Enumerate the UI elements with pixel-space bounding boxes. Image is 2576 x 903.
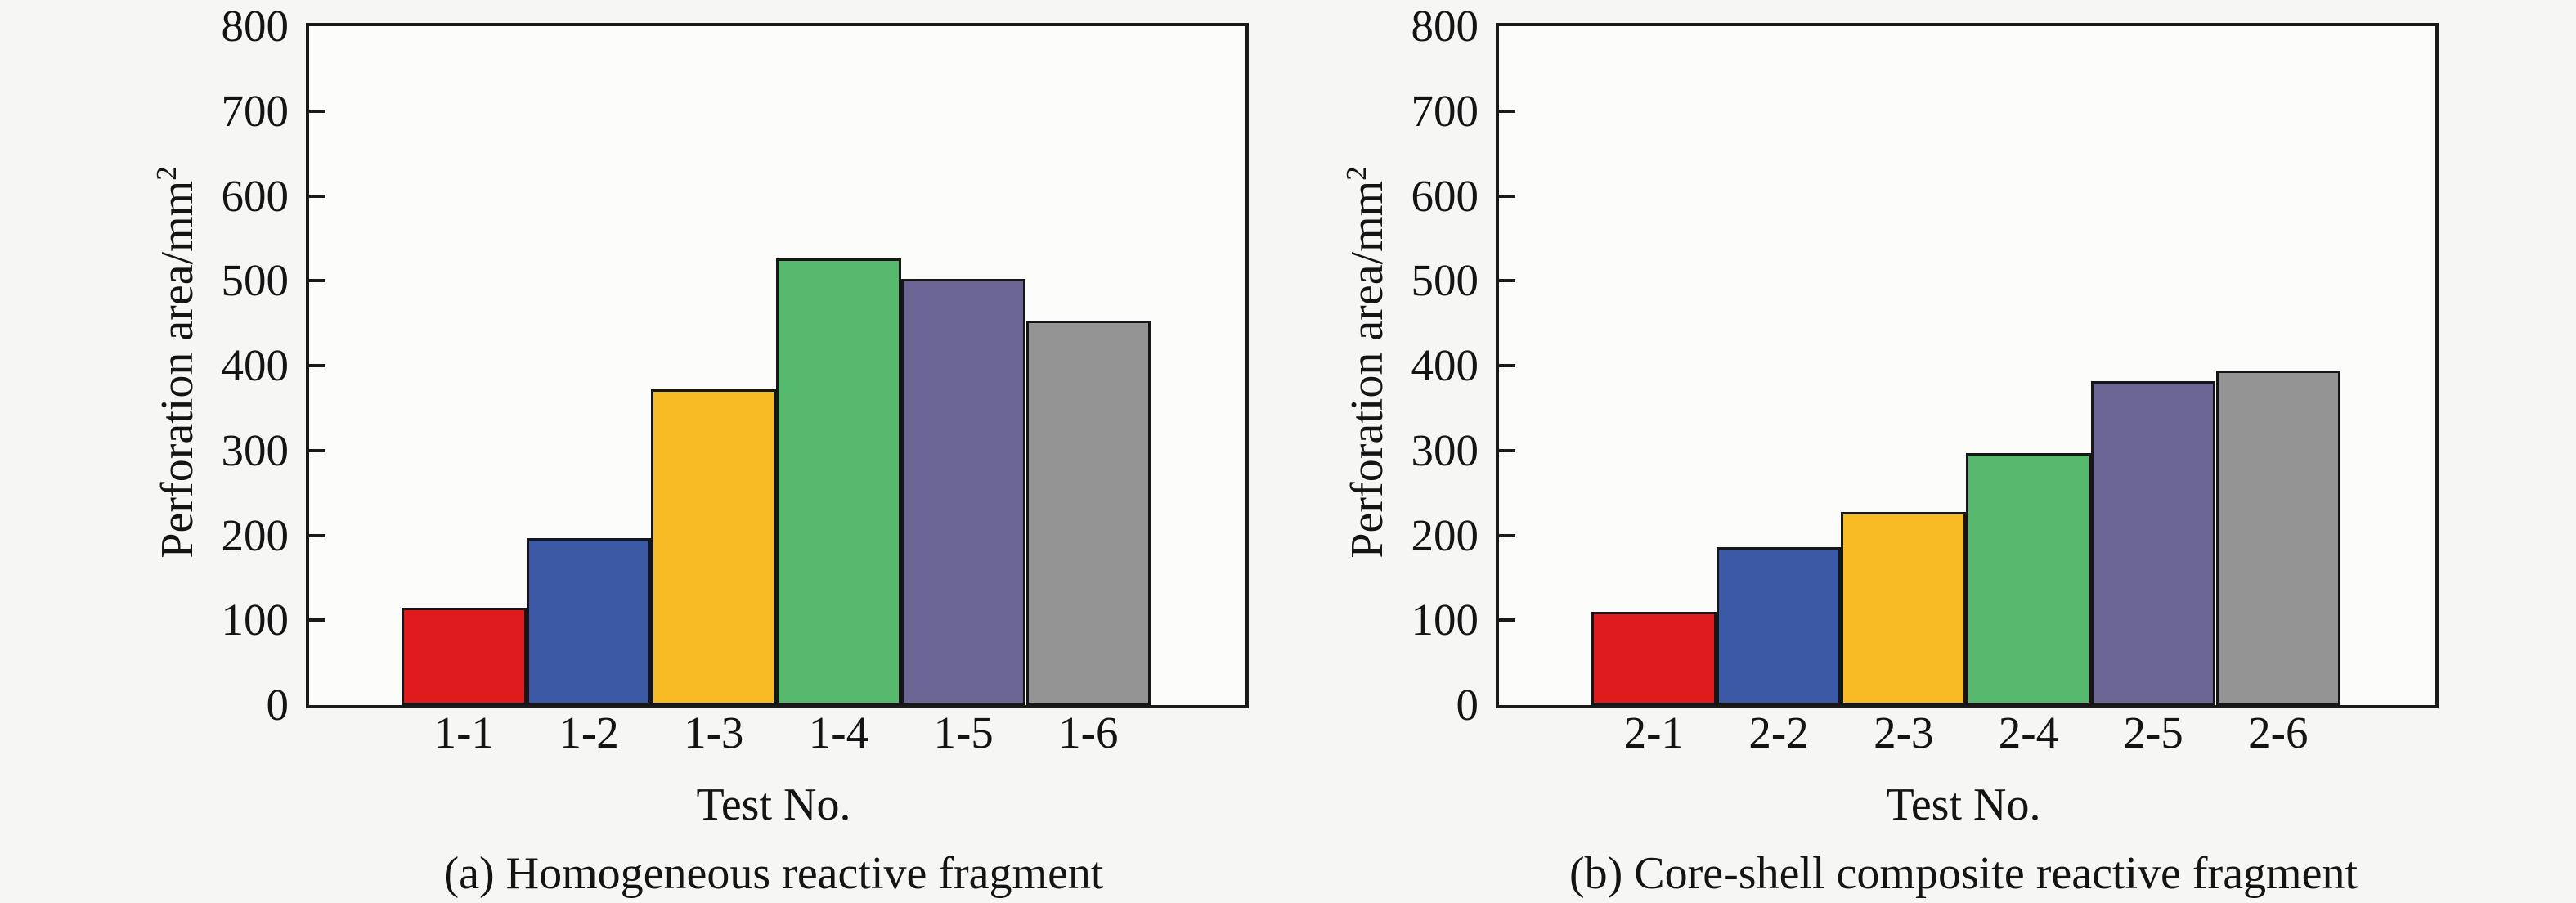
y-tick-label: 800: [221, 0, 289, 51]
bar-1-3: [651, 389, 777, 705]
x-tick-label: 2-4: [1998, 708, 2059, 757]
y-tick-label: 400: [1411, 339, 1479, 390]
y-axis-tick: [309, 194, 325, 198]
y-tick-label: 0: [1456, 679, 1479, 730]
x-tick-label: 1-4: [808, 708, 869, 757]
y-tick-label: 100: [1411, 595, 1479, 645]
y-axis-tick: [309, 364, 325, 367]
bar-1-2: [526, 537, 652, 705]
y-tick-label: 300: [221, 425, 289, 475]
y-tick-label: 500: [1411, 255, 1479, 305]
panel-caption: (a) Homogeneous reactive fragment: [443, 848, 1104, 899]
y-axis-tick: [1499, 109, 1515, 113]
y-axis-tick: [309, 533, 325, 537]
y-tick-label: 700: [221, 85, 289, 136]
panel-caption: (b) Core-shell composite reactive fragme…: [1568, 848, 2358, 899]
y-tick-label: 0: [266, 679, 289, 730]
x-tick-label: 2-1: [1623, 708, 1684, 757]
bar-1-5: [900, 279, 1026, 705]
x-tick-label: 2-3: [1874, 708, 1934, 757]
y-axis-tick: [1499, 279, 1515, 283]
y-tick-label: 700: [1411, 85, 1479, 136]
y-tick-label: 200: [1411, 510, 1479, 560]
bar-2-5: [2090, 380, 2216, 705]
x-tick-label: 2-2: [1748, 708, 1809, 757]
x-tick-label: 2-5: [2123, 708, 2183, 757]
y-axis-tick: [1499, 364, 1515, 367]
chart-panel-b: Perforation area/mm2 Test No. (b) Core-s…: [1288, 0, 2576, 903]
y-axis-tick: [309, 618, 325, 622]
x-tick-label: 1-5: [933, 708, 994, 757]
bar-2-3: [1841, 512, 1967, 705]
x-tick-label: 1-2: [559, 708, 619, 757]
chart-panel-a: Perforation area/mm2 Test No. (a) Homoge…: [150, 0, 1249, 899]
y-axis-tick: [1499, 194, 1515, 198]
y-tick-label: 100: [221, 595, 289, 645]
y-tick-label: 500: [221, 255, 289, 305]
y-axis-tick: [1499, 533, 1515, 537]
bar-2-2: [1716, 547, 1842, 705]
x-axis-title: Test No.: [1886, 779, 2041, 830]
y-tick-label: 600: [221, 170, 289, 221]
plot-area: [306, 23, 1249, 708]
bar-2-1: [1591, 611, 1717, 705]
y-tick-label: 800: [1411, 0, 1479, 51]
y-axis-tick: [309, 448, 325, 452]
bar-2-6: [2215, 371, 2341, 705]
y-tick-label: 200: [221, 510, 289, 560]
bar-1-1: [402, 607, 527, 705]
x-tick-label: 1-6: [1058, 708, 1119, 757]
x-axis-title: Test No.: [696, 779, 851, 830]
bar-1-4: [776, 258, 901, 705]
x-tick-label: 2-6: [2248, 708, 2309, 757]
y-axis-tick: [1499, 618, 1515, 622]
x-tick-label: 1-3: [684, 708, 744, 757]
x-tick-label: 1-1: [433, 708, 494, 757]
bar-1-6: [1025, 321, 1151, 705]
y-tick-label: 300: [1411, 425, 1479, 475]
plot-area: [1496, 23, 2439, 708]
y-axis-tick: [1499, 448, 1515, 452]
y-axis-tick: [309, 109, 325, 113]
bar-2-4: [1966, 452, 2091, 705]
y-axis-tick: [309, 279, 325, 283]
y-tick-label: 600: [1411, 170, 1479, 221]
y-tick-label: 400: [221, 339, 289, 390]
